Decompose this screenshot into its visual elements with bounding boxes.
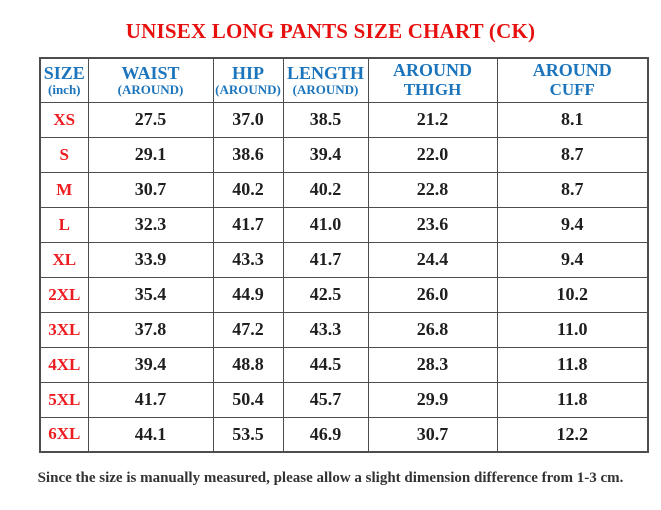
size-label: 2XL <box>39 276 89 313</box>
value-around-thigh: 22.0 <box>367 136 498 173</box>
size-label: 3XL <box>39 311 89 348</box>
value-length: 41.0 <box>282 206 369 243</box>
size-label: 5XL <box>39 381 89 418</box>
value-around-cuff: 9.4 <box>496 206 649 243</box>
header-line1-around-thigh: AROUND <box>393 60 472 81</box>
header-line1-hip: HIP <box>231 62 264 83</box>
value-waist: 30.7 <box>87 171 214 208</box>
value-around-thigh: 26.8 <box>367 311 498 348</box>
header-line2-size: (inch) <box>48 81 81 97</box>
value-length: 43.3 <box>282 311 369 348</box>
value-around-cuff: 8.7 <box>496 171 649 208</box>
value-around-cuff: 11.8 <box>496 346 649 383</box>
value-hip: 44.9 <box>212 276 284 313</box>
table-row-2xl: 2XL 35.4 44.9 42.5 26.0 10.2 <box>39 276 649 313</box>
value-length: 42.5 <box>282 276 369 313</box>
value-hip: 38.6 <box>212 136 284 173</box>
header-cell-waist: WAIST (AROUND) <box>87 57 214 103</box>
value-waist: 37.8 <box>87 311 214 348</box>
size-chart-table: SIZE (inch) WAIST (AROUND) HIP (AROUND) LENGTH… <box>39 57 649 453</box>
value-hip: 40.2 <box>212 171 284 208</box>
measurement-footnote: Since the size is manually measured, ple… <box>37 470 624 486</box>
value-waist: 32.3 <box>87 206 214 243</box>
table-row-m: M 30.7 40.2 40.2 22.8 8.7 <box>39 171 649 208</box>
value-around-cuff: 9.4 <box>496 241 649 278</box>
table-row-4xl: 4XL 39.4 48.8 44.5 28.3 11.8 <box>39 346 649 383</box>
table-row-5xl: 5XL 41.7 50.4 45.7 29.9 11.8 <box>39 381 649 418</box>
value-hip: 48.8 <box>212 346 284 383</box>
table-header-row: SIZE (inch) WAIST (AROUND) HIP (AROUND) LENGTH… <box>39 57 649 103</box>
header-line1-length: LENGTH <box>286 62 365 83</box>
size-label: L <box>39 206 89 243</box>
value-length: 45.7 <box>282 381 369 418</box>
size-label: XS <box>39 101 89 138</box>
value-around-thigh: 29.9 <box>367 381 498 418</box>
header-line2-length: (AROUND) <box>292 81 359 97</box>
value-length: 39.4 <box>282 136 369 173</box>
value-waist: 41.7 <box>87 381 214 418</box>
header-line1-size: SIZE <box>43 62 85 83</box>
header-line2-around-thigh: THIGH <box>403 79 462 99</box>
value-around-thigh: 26.0 <box>367 276 498 313</box>
size-label: 6XL <box>39 416 89 453</box>
value-length: 38.5 <box>282 101 369 138</box>
value-waist: 39.4 <box>87 346 214 383</box>
value-around-thigh: 24.4 <box>367 241 498 278</box>
header-line2-around-cuff: CUFF <box>549 79 595 99</box>
table-row-3xl: 3XL 37.8 47.2 43.3 26.8 11.0 <box>39 311 649 348</box>
value-waist: 33.9 <box>87 241 214 278</box>
value-around-cuff: 12.2 <box>496 416 649 453</box>
value-around-cuff: 10.2 <box>496 276 649 313</box>
value-around-thigh: 30.7 <box>367 416 498 453</box>
header-cell-around-cuff: AROUND CUFF <box>496 57 649 103</box>
value-waist: 35.4 <box>87 276 214 313</box>
table-row-6xl: 6XL 44.1 53.5 46.9 30.7 12.2 <box>39 416 649 453</box>
value-around-cuff: 11.0 <box>496 311 649 348</box>
value-waist: 44.1 <box>87 416 214 453</box>
value-around-thigh: 28.3 <box>367 346 498 383</box>
size-label: XL <box>39 241 89 278</box>
value-hip: 50.4 <box>212 381 284 418</box>
size-label: S <box>39 136 89 173</box>
table-row-s: S 29.1 38.6 39.4 22.0 8.7 <box>39 136 649 173</box>
value-hip: 43.3 <box>212 241 284 278</box>
table-row-xs: XS 27.5 37.0 38.5 21.2 8.1 <box>39 101 649 138</box>
header-line1-around-cuff: AROUND <box>532 60 612 81</box>
table-row-l: L 32.3 41.7 41.0 23.6 9.4 <box>39 206 649 243</box>
value-around-thigh: 21.2 <box>367 101 498 138</box>
value-length: 41.7 <box>282 241 369 278</box>
value-hip: 41.7 <box>212 206 284 243</box>
value-length: 44.5 <box>282 346 369 383</box>
value-around-cuff: 8.1 <box>496 101 649 138</box>
header-line1-waist: WAIST <box>121 62 180 83</box>
value-hip: 37.0 <box>212 101 284 138</box>
value-hip: 47.2 <box>212 311 284 348</box>
value-around-thigh: 22.8 <box>367 171 498 208</box>
value-length: 46.9 <box>282 416 369 453</box>
header-cell-hip: HIP (AROUND) <box>212 57 284 103</box>
value-around-thigh: 23.6 <box>367 206 498 243</box>
header-cell-length: LENGTH (AROUND) <box>282 57 369 103</box>
table-row-xl: XL 33.9 43.3 41.7 24.4 9.4 <box>39 241 649 278</box>
header-line2-waist: (AROUND) <box>117 81 184 97</box>
size-label: M <box>39 171 89 208</box>
value-length: 40.2 <box>282 171 369 208</box>
value-around-cuff: 11.8 <box>496 381 649 418</box>
value-waist: 27.5 <box>87 101 214 138</box>
value-around-cuff: 8.7 <box>496 136 649 173</box>
value-hip: 53.5 <box>212 416 284 453</box>
header-cell-around-thigh: AROUND THIGH <box>367 57 498 103</box>
header-cell-size: SIZE (inch) <box>39 57 89 103</box>
value-waist: 29.1 <box>87 136 214 173</box>
header-line2-hip: (AROUND) <box>215 81 281 97</box>
size-label: 4XL <box>39 346 89 383</box>
page-title: UNISEX LONG PANTS SIZE CHART (CK) <box>125 19 536 43</box>
